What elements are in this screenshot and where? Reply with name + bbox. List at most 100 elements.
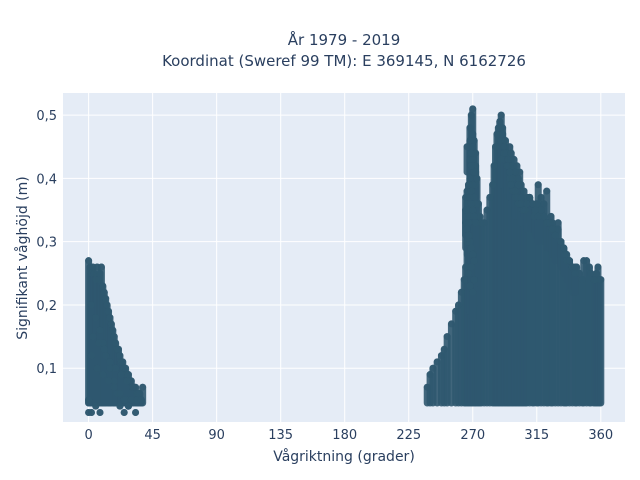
data-point-s0-42 <box>92 314 100 322</box>
data-point-s2-18 <box>464 219 472 227</box>
data-point-s3-30 <box>540 212 548 220</box>
data-point-s3-28 <box>534 212 542 220</box>
data-point-s0-11 <box>97 263 105 271</box>
data-point-s0-24 <box>116 352 124 360</box>
data-point-s1-7 <box>447 320 455 328</box>
data-point-s2-36 <box>470 276 478 284</box>
data-point-s0-17 <box>106 314 114 322</box>
data-point-s1-4 <box>437 352 445 360</box>
data-point-s1-74 <box>578 276 586 284</box>
y-tick-label-2: 0,3 <box>36 236 57 251</box>
data-point-s0-26 <box>119 358 127 366</box>
data-point-s1-24 <box>480 219 488 227</box>
data-point-s0-72 <box>92 402 100 410</box>
data-point-s1-1 <box>426 371 434 379</box>
data-point-s0-68 <box>123 377 131 385</box>
data-point-s3-24 <box>523 200 531 208</box>
data-point-s0-19 <box>109 326 117 334</box>
data-point-s0-16 <box>105 307 113 315</box>
data-point-s0-62 <box>89 333 97 341</box>
y-tick-labels: 0,1 0,2 0,3 0,4 0,5 <box>36 109 57 377</box>
data-point-s3-22 <box>517 193 525 201</box>
data-point-s0-74 <box>120 409 128 417</box>
data-point-s1-30 <box>493 130 501 138</box>
data-point-s3-3 <box>501 136 509 144</box>
y-tick-label-0: 0,1 <box>36 362 57 377</box>
y-tick-label-4: 0,5 <box>36 109 57 124</box>
data-point-s3-39 <box>566 257 574 265</box>
data-point-s0-41 <box>87 301 95 309</box>
data-point-s3-6 <box>506 143 514 151</box>
data-point-s2-20 <box>467 200 475 208</box>
data-point-s1-81 <box>593 269 601 277</box>
data-point-s3-25 <box>526 193 534 201</box>
data-point-s1-2 <box>429 364 437 372</box>
data-point-s3-35 <box>554 225 562 233</box>
data-point-s0-57 <box>116 390 124 398</box>
data-point-s1-40 <box>507 181 515 189</box>
data-point-s1-58 <box>540 200 548 208</box>
data-point-s0-23 <box>114 345 122 353</box>
data-point-s2-23 <box>472 219 480 227</box>
data-point-s2-3 <box>466 174 474 182</box>
data-point-s2-14 <box>470 193 478 201</box>
data-point-s1-84 <box>597 276 605 284</box>
data-point-s3-37 <box>560 244 568 252</box>
data-point-s1-78 <box>587 269 595 277</box>
data-point-s3-9 <box>510 155 518 163</box>
data-point-s0-53 <box>93 364 101 372</box>
y-tick-label-3: 0,4 <box>36 172 57 187</box>
data-point-s1-0 <box>423 383 431 391</box>
data-point-s2-21 <box>469 206 477 214</box>
data-point-s3-34 <box>551 231 559 239</box>
data-point-s0-6 <box>90 269 98 277</box>
data-point-s2-30 <box>466 238 474 246</box>
data-point-s1-28 <box>490 162 498 170</box>
data-point-s3-26 <box>529 200 537 208</box>
data-point-s2-24 <box>463 143 471 151</box>
data-point-s0-18 <box>107 320 115 328</box>
data-point-s3-12 <box>514 174 522 182</box>
x-tick-label-8: 360 <box>588 428 613 443</box>
data-point-s3-16 <box>500 149 508 157</box>
data-point-s1-76 <box>583 257 591 265</box>
x-tick-label-0: 0 <box>84 428 92 443</box>
x-tick-label-1: 45 <box>144 428 161 443</box>
data-point-s1-33 <box>497 111 505 119</box>
data-point-s1-59 <box>543 187 551 195</box>
data-point-s1-15 <box>466 124 474 132</box>
chart-subtitle: Koordinat (Sweref 99 TM): E 369145, N 61… <box>162 52 526 70</box>
data-point-s0-21 <box>112 339 120 347</box>
data-point-s3-19 <box>509 174 517 182</box>
x-tick-label-3: 135 <box>268 428 293 443</box>
data-point-s1-57 <box>537 193 545 201</box>
band-s0-63 <box>95 339 103 407</box>
data-point-s1-12 <box>462 263 470 271</box>
x-tick-labels: 0 45 90 135 180 225 270 315 360 <box>84 428 613 443</box>
data-point-s3-1 <box>499 130 507 138</box>
data-point-s3-7 <box>507 149 515 157</box>
data-point-s3-38 <box>563 250 571 258</box>
data-point-s1-8 <box>452 307 460 315</box>
data-point-s1-11 <box>460 276 468 284</box>
data-point-s3-21 <box>514 181 522 189</box>
data-point-s0-67 <box>117 371 125 379</box>
band-s1-84 <box>597 276 605 407</box>
data-point-s0-15 <box>103 301 111 309</box>
data-point-s2-40 <box>467 149 475 157</box>
data-point-s0-43 <box>96 326 104 334</box>
data-point-s0-2 <box>85 396 93 404</box>
data-point-s1-82 <box>594 263 602 271</box>
data-point-s0-52 <box>87 352 95 360</box>
data-point-s2-12 <box>467 187 475 195</box>
data-point-s2-4 <box>467 162 475 170</box>
chart-title: År 1979 - 2019 <box>288 30 401 49</box>
data-point-s3-2 <box>500 143 508 151</box>
data-point-s0-49 <box>116 402 124 410</box>
data-point-s2-41 <box>469 143 477 151</box>
data-point-s1-77 <box>585 263 593 271</box>
data-point-s3-15 <box>497 155 505 163</box>
data-point-s2-42 <box>472 168 480 176</box>
x-axis-title: Vågriktning (grader) <box>273 448 415 465</box>
